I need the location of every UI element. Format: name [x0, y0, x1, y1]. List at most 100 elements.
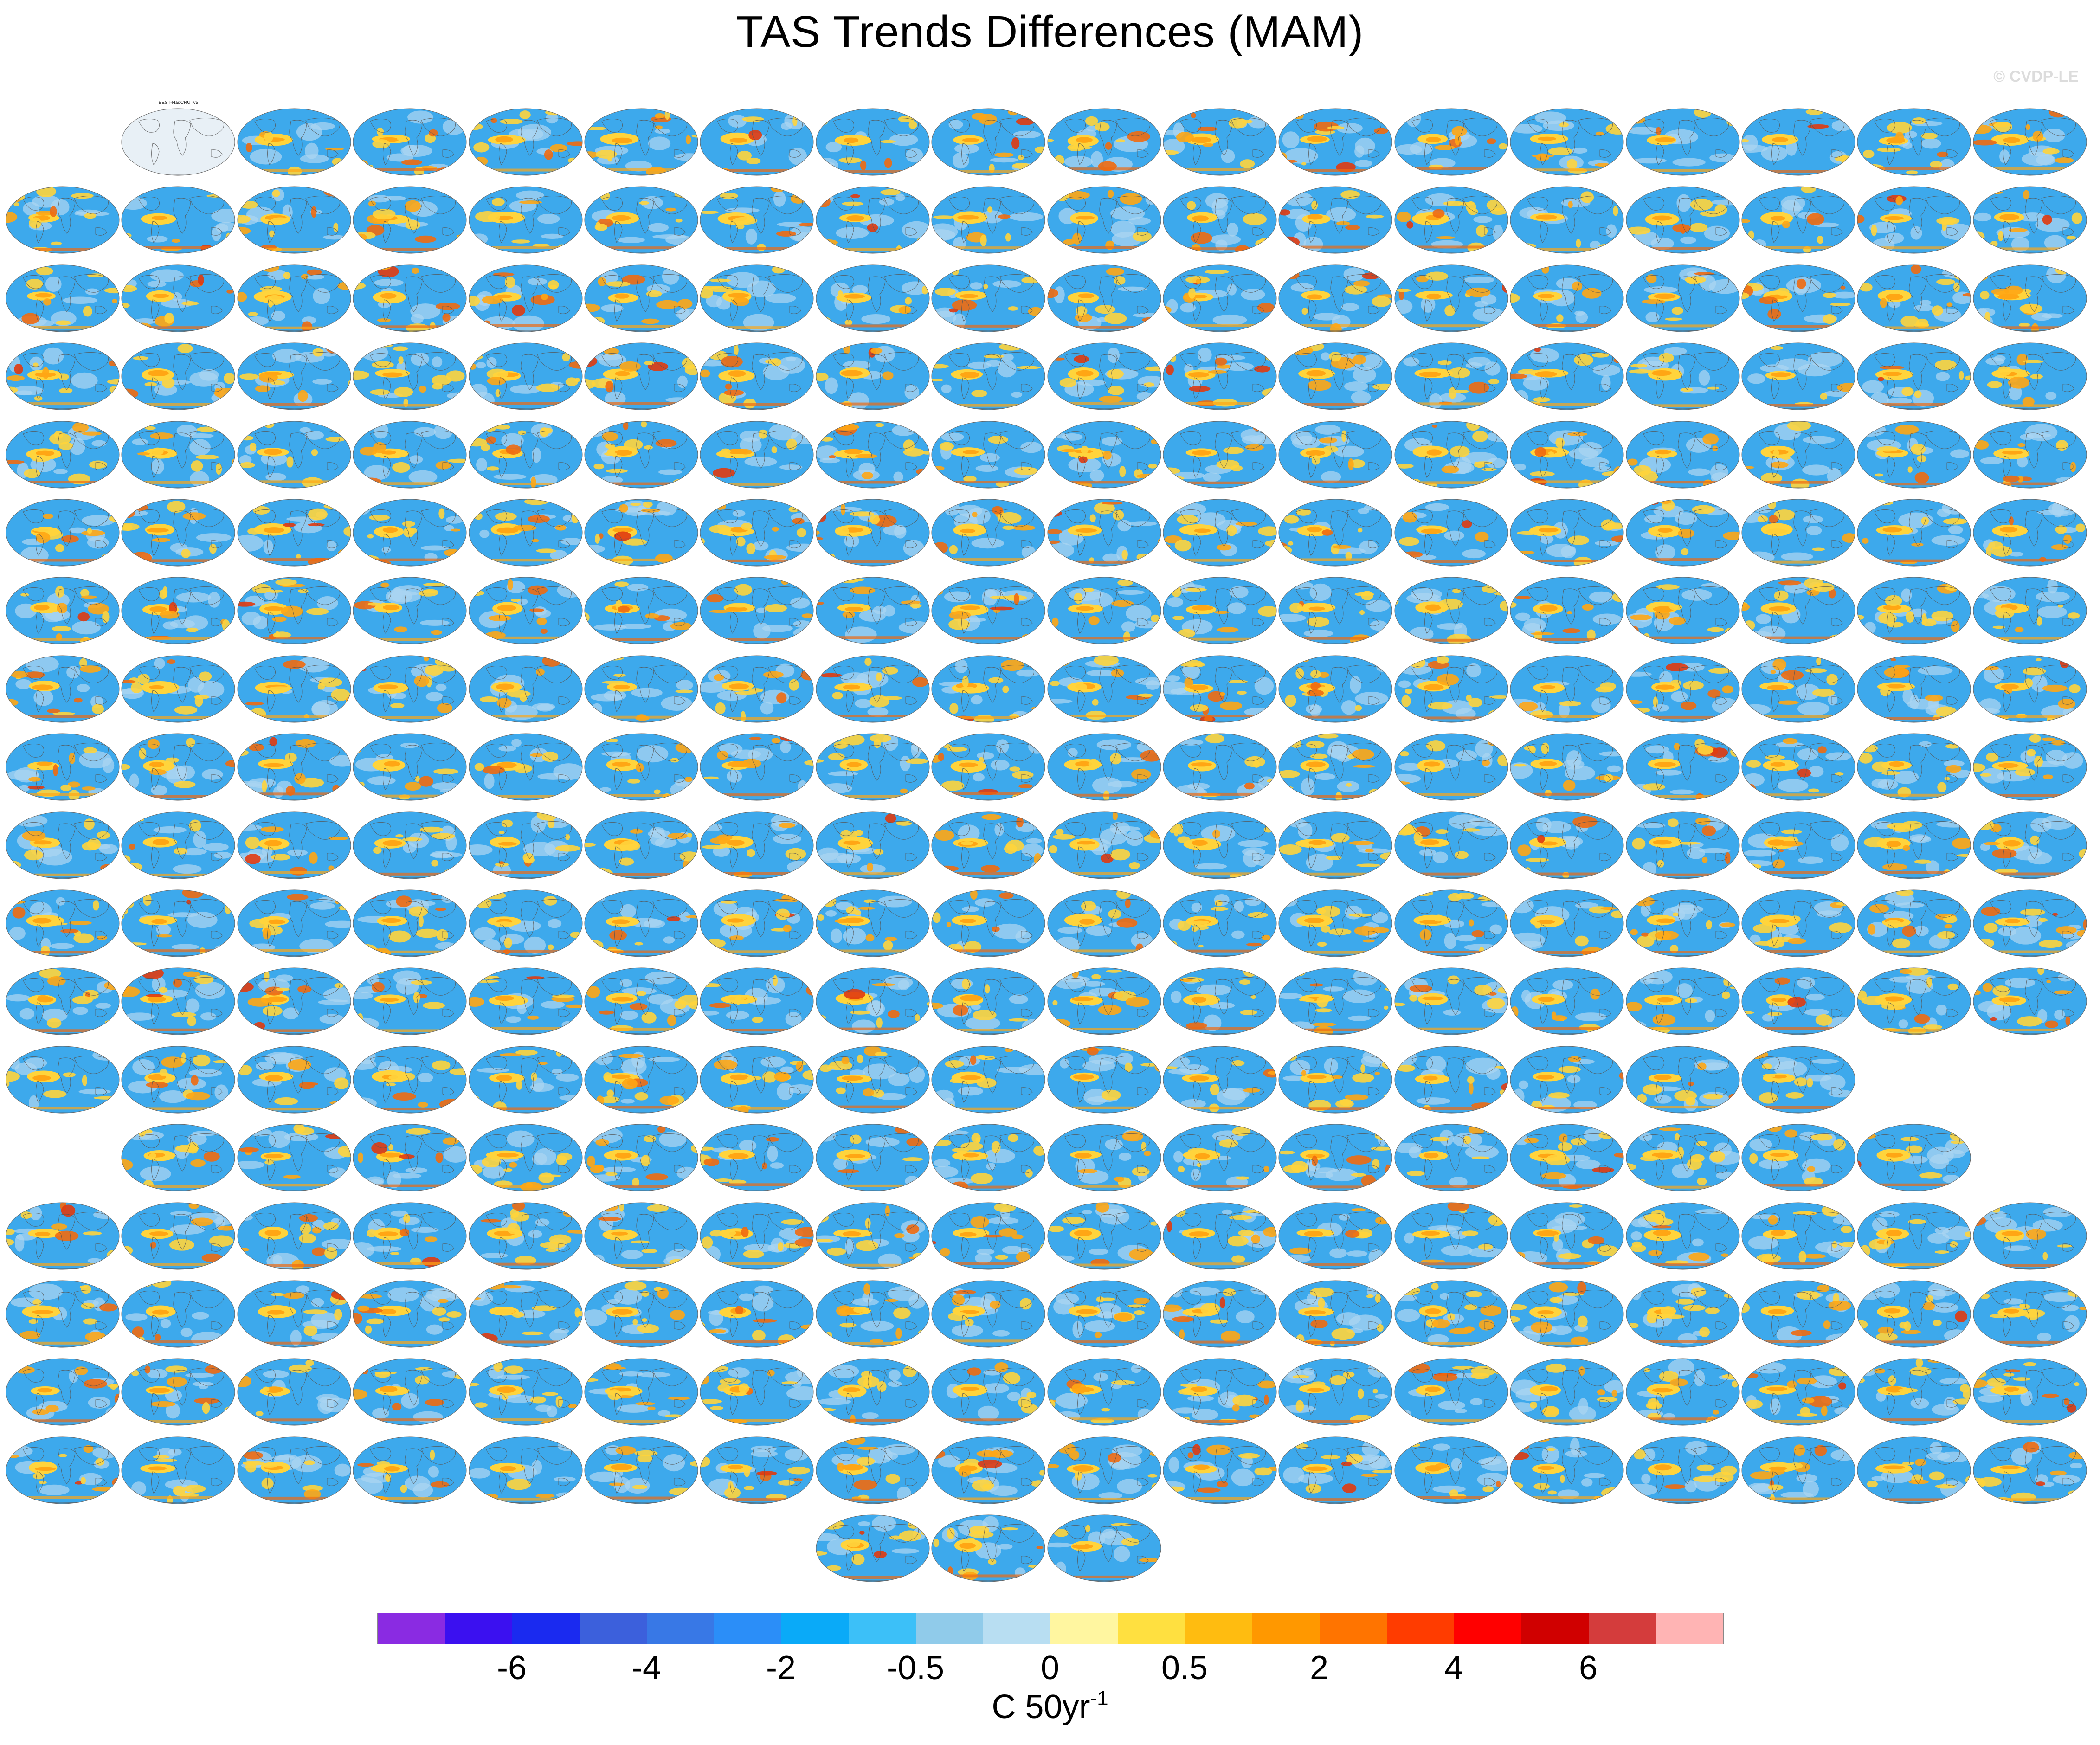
robinson-map [1857, 1358, 1971, 1426]
trend-difference-map [1625, 881, 1741, 959]
trend-difference-map [1740, 256, 1856, 334]
robinson-map [931, 1046, 1045, 1114]
trend-difference-map [1509, 100, 1625, 178]
trend-difference-map [1509, 334, 1625, 412]
trend-difference-map [1277, 959, 1393, 1037]
robinson-map [1047, 499, 1161, 567]
trend-difference-map [699, 1194, 815, 1272]
trend-difference-map [1162, 178, 1278, 256]
trend-difference-map [1046, 568, 1162, 646]
trend-difference-map [236, 412, 352, 490]
robinson-map [1163, 1436, 1277, 1504]
robinson-map [1973, 1436, 2087, 1504]
robinson-map [1163, 186, 1277, 254]
trend-difference-map [1162, 881, 1278, 959]
robinson-map [1973, 577, 2087, 644]
robinson-map [584, 1202, 698, 1270]
robinson-map [931, 186, 1045, 254]
robinson-map [584, 1280, 698, 1348]
robinson-map [353, 421, 467, 489]
robinson-map [1394, 889, 1508, 957]
trend-difference-map [1625, 647, 1741, 725]
robinson-map [931, 811, 1045, 879]
trend-difference-map [468, 490, 584, 568]
robinson-map [700, 1436, 814, 1504]
trend-difference-map [1856, 1428, 1972, 1506]
trend-difference-map [236, 647, 352, 725]
trend-difference-map [1740, 1350, 1856, 1428]
trend-difference-map [1162, 725, 1278, 803]
robinson-map [700, 342, 814, 410]
trend-difference-map [1856, 803, 1972, 881]
colorbar-box [1454, 1613, 1521, 1644]
robinson-map [1163, 108, 1277, 176]
trend-difference-map [1972, 1194, 2088, 1272]
trend-difference-map [468, 803, 584, 881]
trend-difference-map [236, 568, 352, 646]
trend-difference-map [1972, 1272, 2088, 1350]
trend-difference-map [352, 881, 468, 959]
robinson-map [1857, 421, 1971, 489]
trend-difference-map [352, 1350, 468, 1428]
robinson-map [584, 655, 698, 723]
trend-difference-map [1625, 412, 1741, 490]
robinson-map [584, 733, 698, 801]
robinson-map [700, 967, 814, 1035]
robinson-map [353, 889, 467, 957]
trend-difference-map [583, 256, 699, 334]
robinson-map [1163, 421, 1277, 489]
trend-difference-map [699, 100, 815, 178]
trend-difference-map [120, 334, 236, 412]
robinson-map [931, 1124, 1045, 1191]
colorbar-tick-label: 6 [1578, 1649, 1598, 1687]
colorbar-box [1387, 1613, 1454, 1644]
robinson-map [584, 108, 698, 176]
page-title: TAS Trends Differences (MAM) [736, 7, 1364, 57]
robinson-map [1857, 1436, 1971, 1504]
robinson-map [469, 1202, 583, 1270]
trend-difference-map [352, 1115, 468, 1193]
colorbar-box [781, 1613, 849, 1644]
trend-difference-map [1972, 412, 2088, 490]
robinson-map [1857, 108, 1971, 176]
robinson-map [353, 342, 467, 410]
robinson-map [6, 889, 120, 957]
robinson-map [584, 264, 698, 332]
robinson-map [1163, 811, 1277, 879]
trend-difference-map [583, 412, 699, 490]
trend-difference-map [5, 1428, 121, 1506]
trend-difference-map [1625, 1037, 1741, 1115]
trend-difference-map [1625, 803, 1741, 881]
trend-difference-map [1046, 1506, 1162, 1584]
trend-difference-map [5, 803, 121, 881]
robinson-map [1857, 577, 1971, 644]
robinson-map [237, 421, 351, 489]
trend-difference-map [815, 256, 931, 334]
robinson-map [584, 421, 698, 489]
trend-difference-map [1277, 490, 1393, 568]
robinson-map [353, 811, 467, 879]
robinson-map [1510, 1046, 1624, 1114]
trend-difference-map [352, 256, 468, 334]
trend-difference-map [1393, 803, 1509, 881]
trend-difference-map [1393, 881, 1509, 959]
robinson-map [1163, 889, 1277, 957]
trend-difference-map [468, 1272, 584, 1350]
robinson-map [1278, 811, 1392, 879]
robinson-map [816, 1436, 930, 1504]
trend-difference-map [468, 256, 584, 334]
trend-difference-map [1625, 100, 1741, 178]
robinson-map [1163, 1358, 1277, 1426]
trend-difference-map [352, 959, 468, 1037]
trend-difference-map [120, 647, 236, 725]
trend-difference-map [930, 256, 1046, 334]
trend-difference-map [1162, 959, 1278, 1037]
trend-difference-map [699, 1272, 815, 1350]
robinson-map [1741, 655, 1855, 723]
robinson-map [353, 1202, 467, 1270]
trend-difference-map [1046, 1115, 1162, 1193]
robinson-map [1394, 108, 1508, 176]
robinson-map [931, 108, 1045, 176]
robinson-map [121, 967, 235, 1035]
robinson-map [121, 733, 235, 801]
